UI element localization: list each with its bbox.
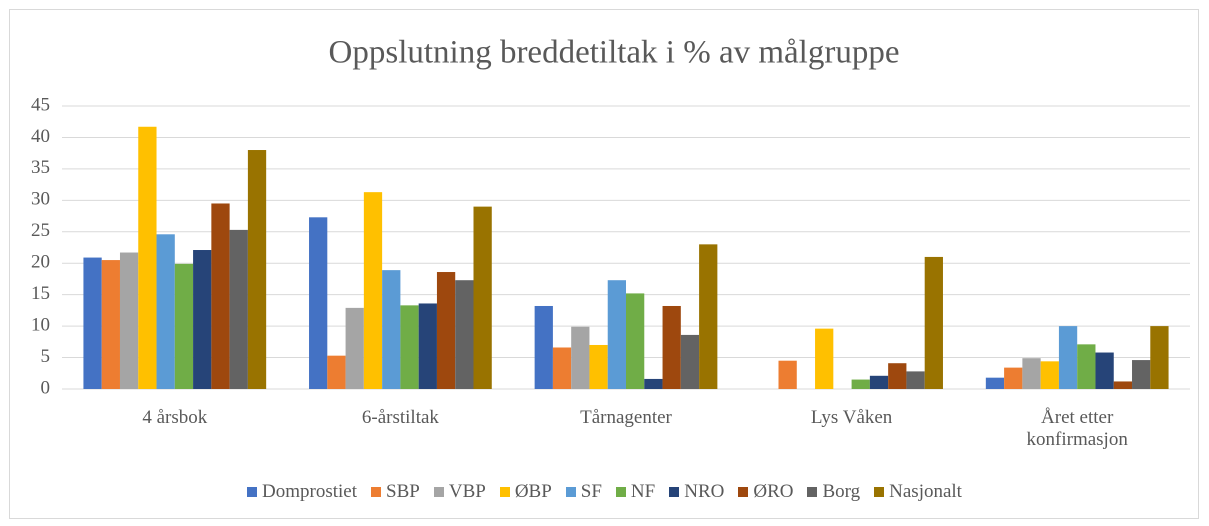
- x-tick-label: 6-årstiltak: [361, 407, 439, 428]
- y-tick-label: 20: [31, 252, 50, 273]
- bar: [571, 326, 590, 389]
- legend-label: ØBP: [514, 481, 552, 502]
- bar: [345, 307, 364, 389]
- bar: [662, 305, 681, 389]
- bar: [1150, 326, 1169, 389]
- y-tick-label: 25: [31, 220, 50, 241]
- legend-item: NF: [615, 481, 656, 503]
- bar: [1113, 381, 1133, 389]
- legend-swatch: [371, 487, 382, 497]
- legend-item: ØRO: [738, 481, 793, 503]
- bar: [778, 360, 797, 389]
- legend-item: NRO: [669, 481, 724, 503]
- y-tick-label: 45: [31, 94, 50, 115]
- bar: [473, 206, 492, 389]
- y-tick-label: 5: [41, 346, 51, 367]
- bar: [1004, 367, 1023, 389]
- bar: [101, 260, 120, 389]
- bar: [869, 375, 889, 389]
- bar: [699, 244, 718, 389]
- legend-item: Nasjonalt: [874, 481, 962, 503]
- bar: [815, 328, 834, 389]
- y-tick-label: 30: [31, 189, 50, 210]
- bar: [1058, 326, 1078, 389]
- legend-swatch: [433, 487, 444, 497]
- y-tick-label: 0: [41, 377, 51, 398]
- bar: [382, 270, 401, 389]
- bar: [83, 257, 102, 389]
- x-tick-label: Lys Våken: [810, 407, 893, 428]
- x-tick-label: 4 årsbok: [142, 407, 208, 428]
- legend-swatch: [738, 487, 749, 497]
- bar: [534, 305, 553, 389]
- legend-item: ØBP: [499, 481, 552, 503]
- bar: [924, 256, 943, 389]
- bar: [455, 280, 474, 389]
- legend-label: ØRO: [753, 481, 794, 502]
- legend-swatch: [615, 487, 626, 497]
- legend-swatch: [499, 487, 510, 497]
- bar: [400, 305, 419, 389]
- bar: [1077, 344, 1096, 389]
- y-tick-label: 15: [31, 283, 50, 304]
- bar: [1040, 361, 1059, 389]
- legend-label: NRO: [684, 481, 725, 502]
- bar: [363, 192, 383, 389]
- bar: [589, 344, 608, 389]
- bar: [1095, 352, 1114, 389]
- bar: [229, 229, 248, 389]
- bar: [156, 234, 175, 389]
- legend-swatch: [565, 487, 576, 497]
- bar: [906, 371, 925, 389]
- legend-swatch: [247, 487, 258, 497]
- legend-label: SBP: [386, 481, 420, 502]
- bar: [138, 126, 157, 390]
- y-tick-label: 40: [31, 126, 50, 147]
- legend-swatch: [807, 487, 818, 497]
- bar: [247, 150, 267, 389]
- bar: [309, 217, 328, 389]
- bar: [888, 363, 907, 389]
- bar: [327, 355, 346, 389]
- y-tick-label: 35: [31, 157, 50, 178]
- bar: [851, 379, 870, 389]
- legend-item: Domprostiet: [247, 481, 357, 503]
- x-tick-label: Året etter konfirmasjon: [1026, 407, 1128, 450]
- legend-item: SF: [565, 481, 602, 503]
- legend-label: Domprostiet: [262, 481, 358, 502]
- bar: [644, 378, 663, 389]
- legend-label: Nasjonalt: [889, 481, 962, 502]
- bar: [680, 334, 700, 389]
- legend: Domprostiet SBP VBP ØBP SF NF NRO ØRO Borg Nasjon…: [0, 481, 1209, 503]
- bar: [1022, 358, 1041, 389]
- bar: [174, 263, 194, 389]
- bar: [985, 377, 1005, 389]
- legend-item: SBP: [371, 481, 420, 503]
- bar: [193, 250, 212, 389]
- x-tick-label: Tårnagenter: [580, 407, 672, 428]
- legend-swatch: [669, 487, 680, 497]
- legend-label: NF: [630, 481, 656, 502]
- legend-label: SF: [580, 481, 602, 502]
- legend-item: VBP: [433, 481, 486, 503]
- bar: [552, 347, 572, 389]
- bar: [436, 272, 456, 389]
- bar: [1132, 360, 1151, 389]
- y-tick-label: 10: [31, 314, 50, 335]
- bar: [626, 293, 645, 389]
- legend-swatch: [874, 487, 885, 497]
- bar: [119, 252, 139, 389]
- bar: [418, 303, 437, 389]
- chart-title: Oppslutning breddetiltak i % av målgrupp…: [329, 35, 900, 71]
- legend-item: Borg: [807, 481, 860, 503]
- bar: [211, 203, 230, 389]
- bar: [607, 280, 626, 389]
- legend-label: VBP: [448, 481, 486, 502]
- legend-label: Borg: [822, 481, 861, 502]
